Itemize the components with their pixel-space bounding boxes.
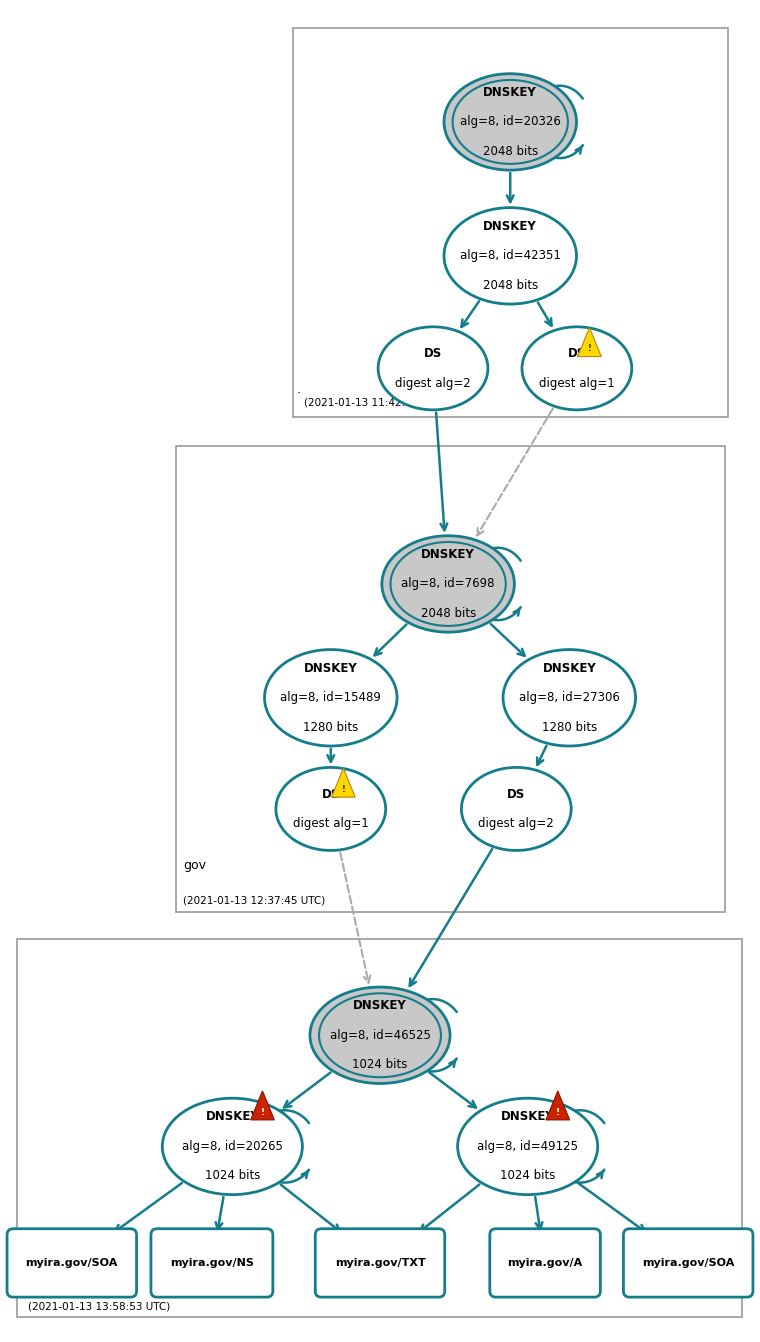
FancyBboxPatch shape xyxy=(151,1229,273,1298)
Text: DNSKEY: DNSKEY xyxy=(483,220,537,234)
Text: gov: gov xyxy=(183,859,206,872)
Text: (2021-01-13 12:37:45 UTC): (2021-01-13 12:37:45 UTC) xyxy=(183,895,325,906)
Bar xyxy=(17,939,742,1317)
Text: !: ! xyxy=(341,785,345,794)
Text: DS: DS xyxy=(507,788,525,801)
Ellipse shape xyxy=(458,1098,597,1194)
Text: alg=8, id=15489: alg=8, id=15489 xyxy=(280,691,382,705)
Text: alg=8, id=20265: alg=8, id=20265 xyxy=(182,1139,283,1153)
Ellipse shape xyxy=(382,535,515,632)
Text: alg=8, id=42351: alg=8, id=42351 xyxy=(460,250,561,262)
Text: DS: DS xyxy=(424,348,442,360)
Polygon shape xyxy=(546,1091,570,1121)
Text: !: ! xyxy=(587,345,591,353)
Text: myira.gov/NS: myira.gov/NS xyxy=(170,1257,254,1268)
Ellipse shape xyxy=(444,74,577,170)
Text: 1280 bits: 1280 bits xyxy=(542,721,597,734)
FancyBboxPatch shape xyxy=(315,1229,445,1298)
Text: 2048 bits: 2048 bits xyxy=(483,145,538,158)
Text: digest alg=2: digest alg=2 xyxy=(395,377,471,389)
Text: (2021-01-13 13:58:53 UTC): (2021-01-13 13:58:53 UTC) xyxy=(28,1302,170,1311)
Text: (2021-01-13 11:42:33 UTC): (2021-01-13 11:42:33 UTC) xyxy=(304,397,447,407)
Text: digest alg=2: digest alg=2 xyxy=(479,817,554,831)
Text: !: ! xyxy=(261,1107,264,1117)
Text: myira.gov/A: myira.gov/A xyxy=(508,1257,583,1268)
Text: alg=8, id=7698: alg=8, id=7698 xyxy=(401,577,495,590)
Text: DNSKEY: DNSKEY xyxy=(353,1000,407,1012)
Text: DNSKEY: DNSKEY xyxy=(304,662,358,675)
Ellipse shape xyxy=(444,208,577,305)
Text: myira.gov/SOA: myira.gov/SOA xyxy=(26,1257,118,1268)
Ellipse shape xyxy=(378,327,488,409)
Ellipse shape xyxy=(264,650,397,746)
Text: alg=8, id=27306: alg=8, id=27306 xyxy=(519,691,619,705)
Text: DNSKEY: DNSKEY xyxy=(501,1110,555,1123)
Ellipse shape xyxy=(503,650,635,746)
Text: DS: DS xyxy=(321,788,340,801)
Ellipse shape xyxy=(522,327,632,409)
Text: DNSKEY: DNSKEY xyxy=(421,548,475,561)
Text: !: ! xyxy=(556,1107,560,1117)
Bar xyxy=(293,28,728,416)
Text: 2048 bits: 2048 bits xyxy=(483,279,538,291)
Text: 1024 bits: 1024 bits xyxy=(500,1169,556,1182)
Ellipse shape xyxy=(461,768,572,851)
Text: myira.gov: myira.gov xyxy=(28,1264,90,1278)
Polygon shape xyxy=(578,327,601,357)
Text: DNSKEY: DNSKEY xyxy=(483,86,537,99)
Text: 1280 bits: 1280 bits xyxy=(303,721,359,734)
Polygon shape xyxy=(251,1091,274,1121)
Text: myira.gov/SOA: myira.gov/SOA xyxy=(642,1257,734,1268)
Ellipse shape xyxy=(163,1098,302,1194)
Text: digest alg=1: digest alg=1 xyxy=(293,817,369,831)
Ellipse shape xyxy=(310,988,450,1083)
Text: .: . xyxy=(296,384,301,396)
Polygon shape xyxy=(331,768,355,797)
Bar xyxy=(176,446,724,913)
Text: DS: DS xyxy=(568,348,586,360)
Text: digest alg=1: digest alg=1 xyxy=(539,377,615,389)
Text: alg=8, id=49125: alg=8, id=49125 xyxy=(477,1139,578,1153)
Text: DNSKEY: DNSKEY xyxy=(205,1110,259,1123)
Text: 1024 bits: 1024 bits xyxy=(204,1169,260,1182)
FancyBboxPatch shape xyxy=(7,1229,137,1298)
FancyBboxPatch shape xyxy=(489,1229,600,1298)
FancyBboxPatch shape xyxy=(623,1229,753,1298)
Text: alg=8, id=46525: alg=8, id=46525 xyxy=(330,1029,430,1041)
Ellipse shape xyxy=(276,768,385,851)
Text: 2048 bits: 2048 bits xyxy=(420,607,476,620)
Text: 1024 bits: 1024 bits xyxy=(353,1059,407,1071)
Text: alg=8, id=20326: alg=8, id=20326 xyxy=(460,115,561,129)
Text: myira.gov/TXT: myira.gov/TXT xyxy=(334,1257,426,1268)
Text: DNSKEY: DNSKEY xyxy=(543,662,596,675)
